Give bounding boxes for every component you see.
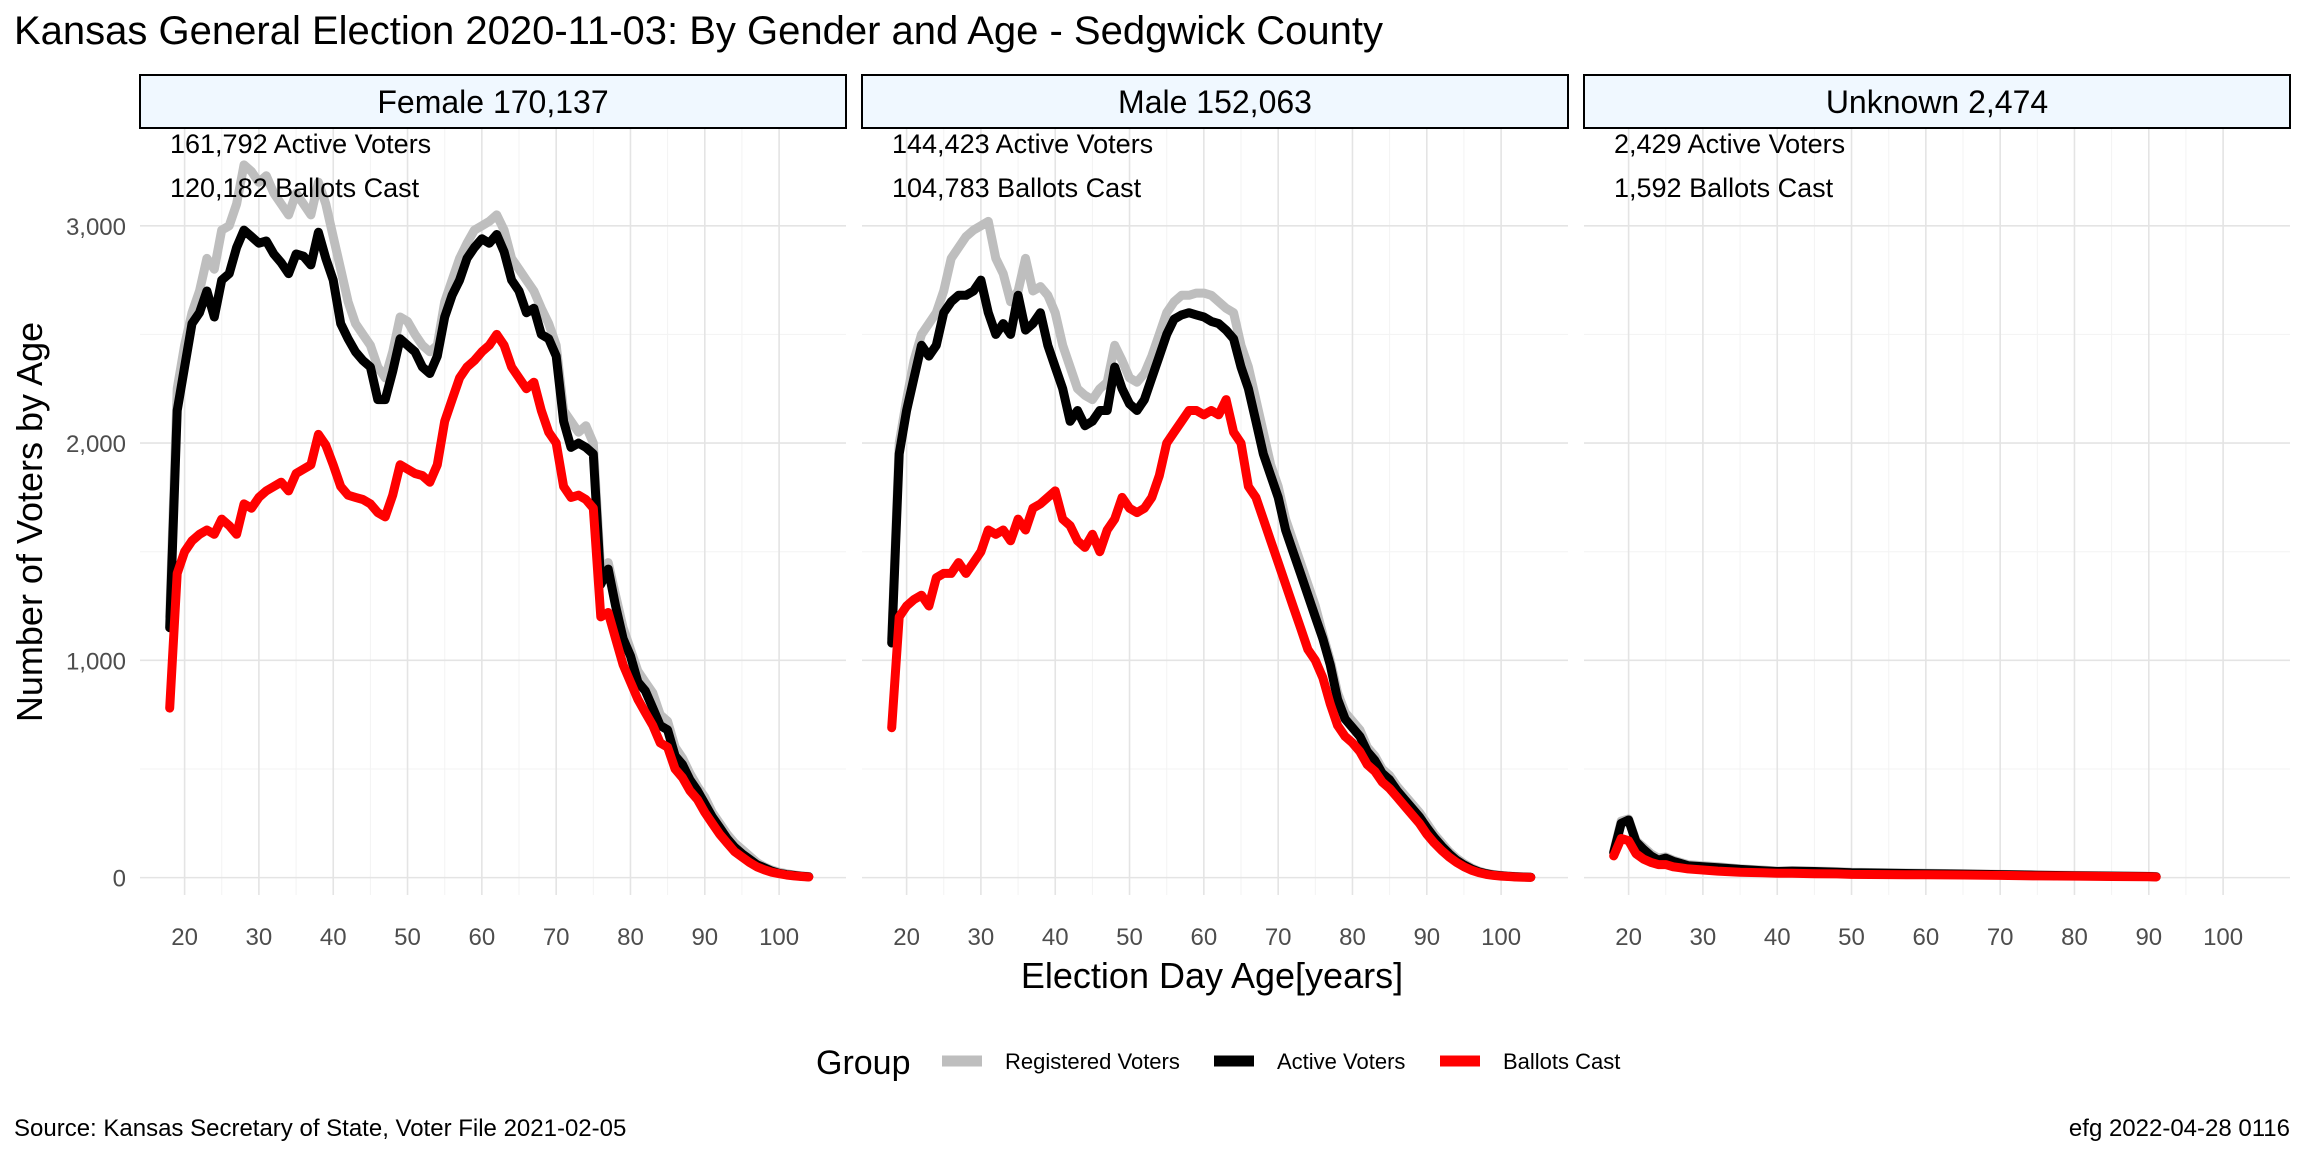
x-tick-label: 50 bbox=[394, 924, 421, 951]
legend-label-2: Active Voters bbox=[1277, 1049, 1405, 1074]
x-tick-label: 60 bbox=[1191, 924, 1218, 951]
x-tick-label: 20 bbox=[1615, 924, 1642, 951]
series-line-active-voters bbox=[887, 275, 1536, 882]
y-tick-label: 1,000 bbox=[66, 648, 126, 675]
x-tick-label: 30 bbox=[1690, 924, 1717, 951]
x-tick-label: 40 bbox=[320, 924, 347, 951]
x-tick-label: 30 bbox=[246, 924, 273, 951]
x-tick-label: 100 bbox=[759, 924, 799, 951]
facet-annotation: 1,592 Ballots Cast bbox=[1614, 173, 1834, 203]
x-tick-label: 70 bbox=[1265, 924, 1292, 951]
facet-annotation: 2,429 Active Voters bbox=[1614, 129, 1845, 159]
series-line-ballots-cast bbox=[165, 329, 814, 882]
legend-label-1: Registered Voters bbox=[1005, 1049, 1180, 1074]
x-tick-label: 80 bbox=[617, 924, 644, 951]
y-axis-label: Number of Voters by Age bbox=[9, 322, 50, 722]
x-tick-label: 50 bbox=[1838, 924, 1865, 951]
facet-annotation: 144,423 Active Voters bbox=[892, 129, 1153, 159]
x-axis-label: Election Day Age[years] bbox=[1021, 955, 1403, 996]
x-tick-label: 30 bbox=[968, 924, 995, 951]
legend-label-3: Ballots Cast bbox=[1503, 1049, 1620, 1074]
x-tick-label: 40 bbox=[1042, 924, 1069, 951]
x-tick-label: 60 bbox=[469, 924, 496, 951]
x-tick-label: 80 bbox=[2061, 924, 2088, 951]
y-tick-label: 2,000 bbox=[66, 431, 126, 458]
legend: Group Registered Voters Active Voters Ball… bbox=[816, 1044, 1620, 1082]
credit-note: efg 2022-04-28 0116 bbox=[2069, 1115, 2290, 1142]
facet-panel-2: Male 152,063 144,423 Active Voters 104,783… bbox=[861, 74, 1569, 951]
legend-title: Group bbox=[816, 1044, 911, 1082]
facet-strip bbox=[861, 74, 1569, 129]
x-tick-label: 90 bbox=[691, 924, 718, 951]
source-note: Source: Kansas Secretary of State, Voter… bbox=[14, 1115, 626, 1142]
facet-annotation: 120,182 Ballots Cast bbox=[170, 173, 420, 203]
x-tick-label: 100 bbox=[1481, 924, 1521, 951]
x-tick-label: 40 bbox=[1764, 924, 1791, 951]
x-tick-label: 90 bbox=[2135, 924, 2162, 951]
chart-title: Kansas General Election 2020-11-03: By G… bbox=[14, 9, 1383, 53]
legend-items: Registered Voters Active Voters Ballots Ca… bbox=[942, 1049, 1620, 1074]
facet-strip-label: Male 152,063 bbox=[1118, 84, 1312, 120]
x-tick-label: 20 bbox=[893, 924, 920, 951]
y-tick-label: 0 bbox=[113, 866, 126, 893]
x-tick-label: 80 bbox=[1339, 924, 1366, 951]
x-tick-label: 90 bbox=[1413, 924, 1440, 951]
facet-panel-3: Unknown 2,474 2,429 Active Voters 1,592 Ba… bbox=[1583, 74, 2291, 951]
series-line-ballots-cast bbox=[887, 395, 1536, 882]
x-tick-label: 50 bbox=[1116, 924, 1143, 951]
facet-strip-label: Unknown 2,474 bbox=[1826, 84, 2048, 120]
x-tick-label: 70 bbox=[1987, 924, 2014, 951]
y-tick-label: 3,000 bbox=[66, 214, 126, 241]
facet-strip bbox=[1583, 74, 2291, 129]
facet-panel-1: Female 170,137 161,792 Active Voters 120,1… bbox=[66, 74, 847, 951]
series-line-registered-voters bbox=[165, 160, 814, 881]
facet-annotation: 104,783 Ballots Cast bbox=[892, 173, 1142, 203]
x-tick-label: 60 bbox=[1913, 924, 1940, 951]
series-line-active-voters bbox=[165, 225, 814, 882]
x-tick-label: 70 bbox=[543, 924, 570, 951]
facet-strip bbox=[139, 74, 847, 129]
x-tick-label: 100 bbox=[2203, 924, 2243, 951]
facet-strip-label: Female 170,137 bbox=[377, 84, 608, 120]
facet-annotation: 161,792 Active Voters bbox=[170, 129, 431, 159]
x-tick-label: 20 bbox=[171, 924, 198, 951]
series-line-ballots-cast bbox=[1609, 834, 2161, 882]
facet-panels: Female 170,137 161,792 Active Voters 120,1… bbox=[66, 74, 2291, 951]
